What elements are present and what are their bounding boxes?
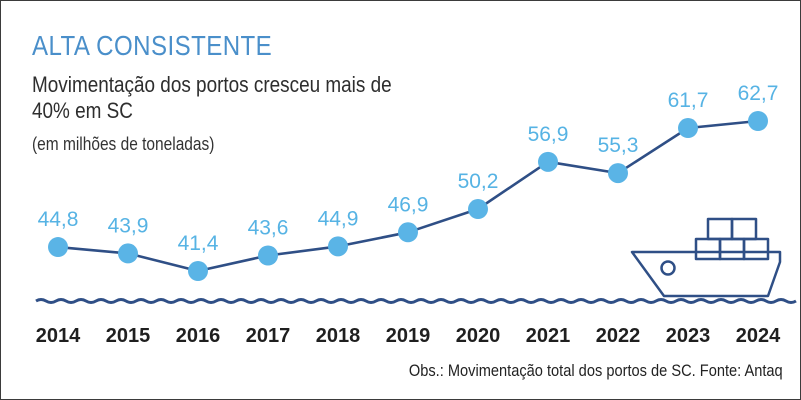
unit-label: (em milhões de toneladas): [32, 134, 215, 154]
data-point-2015: [118, 243, 138, 264]
x-tick-2022: 2022: [596, 325, 641, 347]
data-label-2024: 62,7: [738, 82, 779, 105]
data-label-2014: 44,8: [38, 208, 79, 231]
data-label-2023: 61,7: [668, 89, 709, 112]
cargo-ship-icon: [630, 217, 782, 298]
data-point-2016: [188, 261, 208, 281]
x-tick-2019: 2019: [386, 325, 431, 347]
x-tick-2023: 2023: [666, 325, 711, 347]
data-label-2021: 56,9: [528, 123, 569, 146]
data-label-2020: 50,2: [458, 170, 499, 193]
data-point-2022: [608, 163, 628, 184]
data-point-2020: [468, 199, 488, 220]
wave-line: [35, 298, 797, 304]
data-point-2018: [328, 236, 348, 257]
x-tick-2021: 2021: [526, 325, 571, 347]
data-label-2017: 43,6: [248, 217, 289, 240]
data-label-2015: 43,9: [108, 214, 149, 237]
chart-headline: Movimentação dos portos cresceu mais de …: [32, 72, 392, 123]
x-tick-2024: 2024: [736, 325, 781, 347]
x-tick-2017: 2017: [246, 325, 291, 347]
data-label-2022: 55,3: [598, 134, 639, 157]
data-label-2016: 41,4: [178, 232, 219, 255]
sea-waves: [35, 298, 797, 304]
data-point-2019: [398, 222, 418, 243]
x-tick-2015: 2015: [106, 325, 151, 347]
x-tick-2014: 2014: [36, 325, 81, 347]
x-tick-2018: 2018: [316, 325, 361, 347]
source-note: Obs.: Movimentação total dos portos de S…: [409, 361, 783, 380]
x-tick-2020: 2020: [456, 325, 501, 347]
data-point-2017: [258, 245, 278, 266]
data-label-2018: 44,9: [318, 207, 359, 230]
data-point-2014: [48, 237, 68, 258]
kicker-title: ALTA CONSISTENTE: [32, 30, 273, 61]
data-label-2019: 46,9: [388, 193, 429, 216]
data-point-2024: [748, 111, 768, 131]
data-point-2021: [538, 151, 558, 172]
data-point-2023: [678, 118, 698, 139]
x-tick-2016: 2016: [176, 325, 221, 347]
